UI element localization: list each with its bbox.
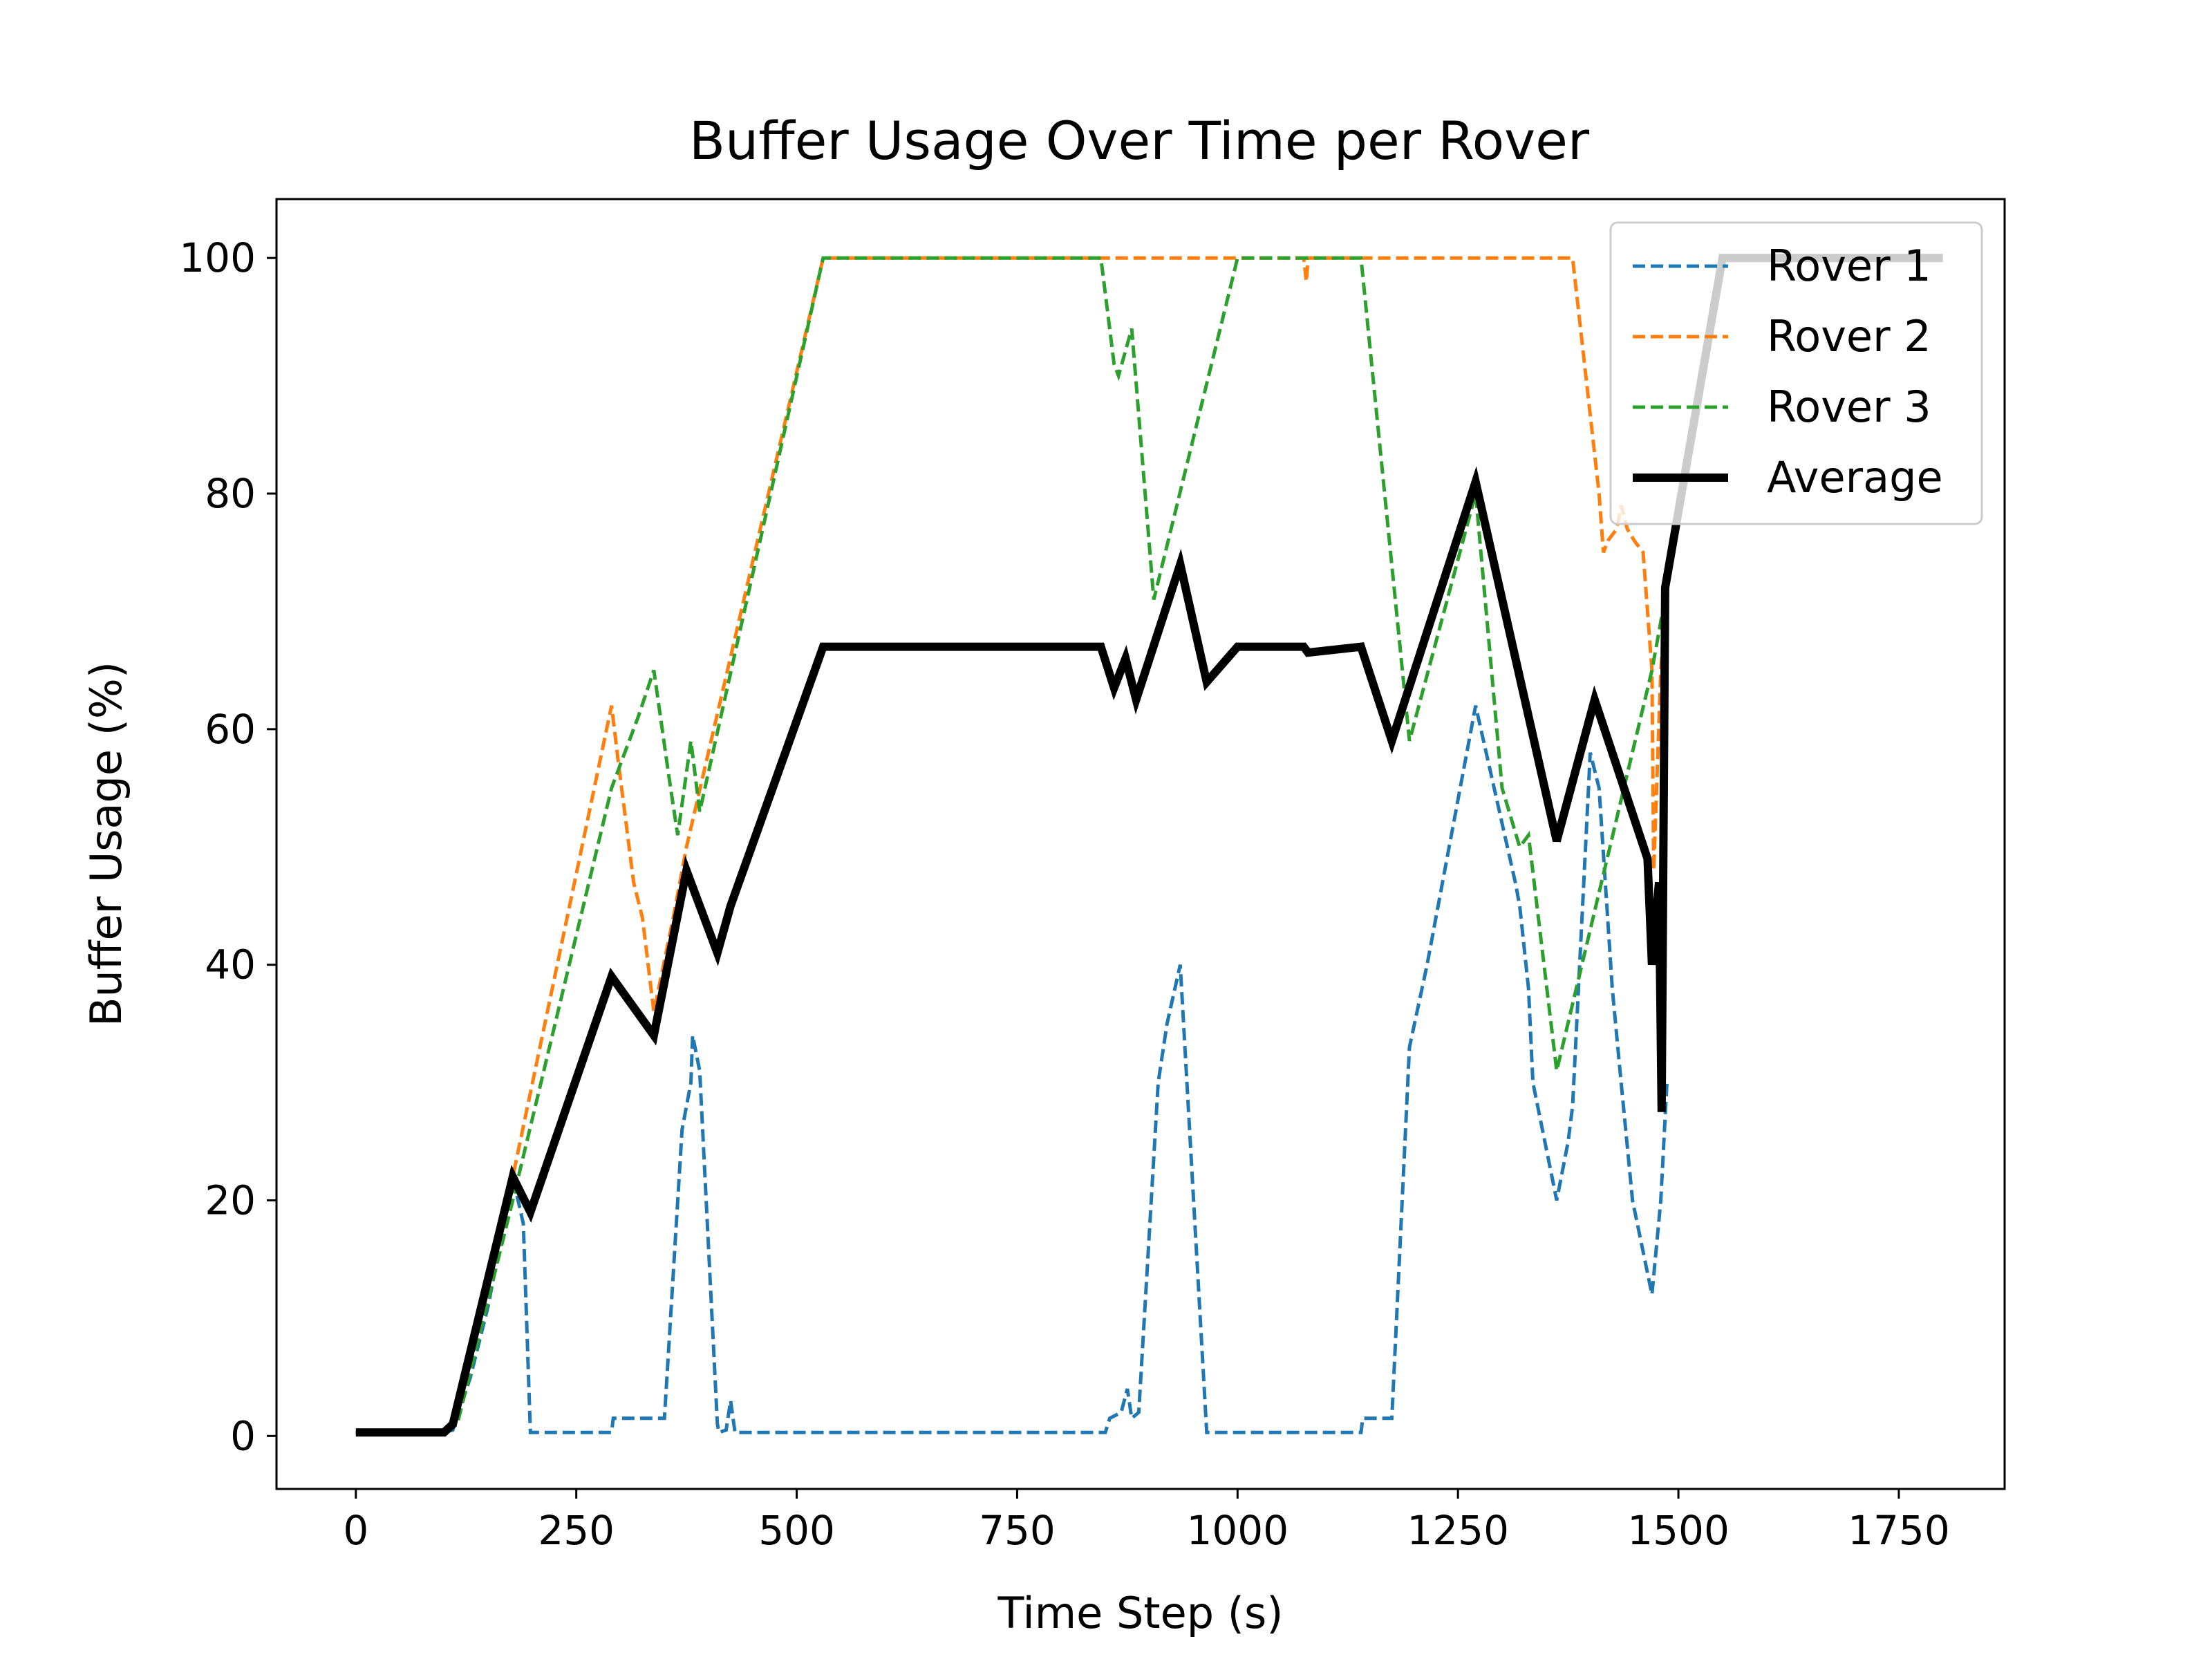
series-line-average (355, 254, 1943, 1437)
y-tick-label: 60 (205, 706, 256, 753)
x-tick-label: 1000 (1187, 1507, 1289, 1554)
legend-items: Rover 1 Rover 2 Rover 3 Average (1633, 241, 1943, 503)
x-tick-label: 500 (758, 1507, 835, 1554)
series-line-rover-2 (355, 256, 1669, 1434)
x-tick-label: 750 (979, 1507, 1056, 1554)
legend: Rover 1 Rover 2 Rover 3 Average (1609, 221, 1983, 525)
legend-label: Rover 3 (1767, 382, 1931, 432)
series-line-rover-1 (355, 705, 1669, 1435)
y-tick-label: 40 (205, 941, 256, 988)
chart-title: Buffer Usage Over Time per Rover (689, 110, 1590, 171)
x-tick-label: 1500 (1627, 1507, 1730, 1554)
series-line-rover-3 (355, 256, 1669, 1434)
x-tick-label: 0 (343, 1507, 368, 1554)
y-tick-label: 0 (230, 1412, 256, 1459)
x-tick-label: 250 (538, 1507, 615, 1554)
x-axis-label: Time Step (s) (997, 1588, 1284, 1638)
y-axis-ticks: 0 20 40 60 80 100 (179, 234, 276, 1459)
legend-label: Rover 1 (1767, 241, 1931, 291)
x-axis-ticks: 0 250 500 750 1000 1250 1500 1750 (343, 1489, 1950, 1554)
y-tick-label: 100 (179, 234, 256, 281)
plot-frame (275, 198, 2006, 1490)
x-tick-label: 1750 (1848, 1507, 1950, 1554)
y-tick-label: 80 (205, 470, 256, 517)
y-tick-label: 20 (205, 1177, 256, 1224)
legend-label: Rover 2 (1767, 311, 1931, 362)
y-axis-label: Buffer Usage (%) (81, 662, 131, 1027)
x-tick-label: 1250 (1407, 1507, 1509, 1554)
legend-box (1609, 221, 1983, 525)
series-layer (355, 254, 1943, 1437)
legend-label: Average (1767, 452, 1943, 503)
